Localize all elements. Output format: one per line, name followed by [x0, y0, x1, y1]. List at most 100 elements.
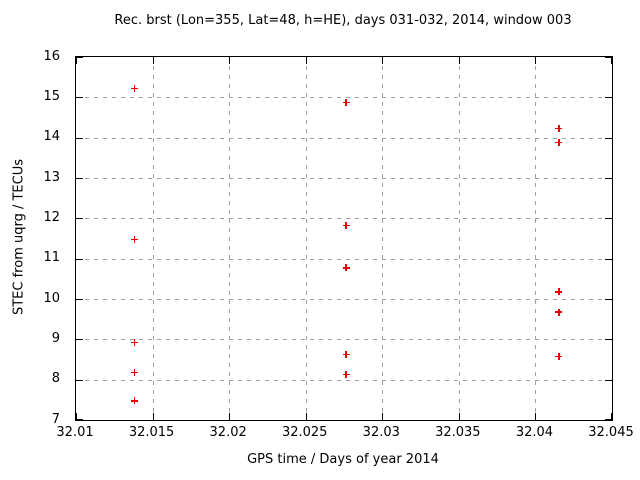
gridline-horizontal — [76, 178, 612, 179]
x-tick-label: 32.025 — [281, 425, 328, 440]
marker-vertical-bar — [345, 264, 347, 272]
x-tick-label: 32.01 — [56, 425, 94, 440]
y-tick-mark — [76, 57, 83, 58]
y-tick-mark — [605, 57, 612, 58]
y-tick-label: 10 — [43, 290, 60, 306]
marker-vertical-bar — [345, 350, 347, 358]
data-point-marker — [342, 264, 350, 272]
data-point-marker — [131, 369, 139, 377]
gridline-horizontal — [76, 339, 612, 341]
x-tick-mark — [382, 57, 384, 64]
x-tick-label: 32.03 — [362, 425, 400, 440]
y-tick-label: 11 — [43, 250, 60, 266]
y-tick-mark — [76, 379, 83, 381]
data-point-marker — [131, 338, 139, 346]
y-tick-mark — [76, 419, 83, 420]
x-tick-mark — [611, 413, 612, 420]
y-tick-mark — [76, 299, 83, 300]
y-tick-label: 15 — [43, 88, 60, 104]
x-axis-label: GPS time / Days of year 2014 — [247, 452, 439, 467]
y-tick-label: 7 — [51, 411, 60, 427]
y-tick-mark — [76, 137, 83, 139]
y-tick-mark — [605, 97, 612, 99]
marker-vertical-bar — [558, 288, 560, 296]
y-tick-mark — [76, 97, 83, 99]
x-tick-mark — [458, 413, 460, 420]
x-tick-label: 32.015 — [128, 425, 175, 440]
y-tick-mark — [76, 258, 83, 260]
chart-title: Rec. brst (Lon=355, Lat=48, h=HE), days … — [114, 13, 572, 28]
x-tick-mark — [611, 57, 612, 64]
gridline-horizontal — [76, 97, 612, 99]
gridline-horizontal — [76, 379, 612, 381]
data-point-marker — [342, 221, 350, 229]
y-tick-mark — [605, 258, 612, 260]
data-point-marker — [342, 371, 350, 379]
x-tick-mark — [305, 57, 307, 64]
y-tick-label: 9 — [51, 330, 60, 346]
gridline-vertical — [382, 57, 384, 420]
x-tick-mark — [535, 413, 537, 420]
y-tick-mark — [605, 299, 612, 300]
data-point-marker — [131, 236, 139, 244]
x-tick-label: 32.035 — [435, 425, 481, 440]
marker-vertical-bar — [345, 371, 347, 379]
x-tick-mark — [458, 57, 460, 64]
y-tick-label: 16 — [43, 48, 60, 64]
x-tick-mark — [229, 57, 231, 64]
marker-vertical-bar — [345, 221, 347, 229]
x-tick-label: 32.04 — [515, 425, 554, 440]
y-tick-label: 13 — [43, 169, 60, 185]
data-point-marker — [342, 98, 350, 106]
data-point-marker — [342, 350, 350, 358]
x-tick-mark — [229, 413, 231, 420]
gridline-vertical — [535, 57, 537, 420]
x-tick-mark — [152, 57, 154, 64]
y-tick-label: 14 — [43, 129, 60, 145]
x-tick-mark — [535, 57, 537, 64]
plot-area — [75, 56, 613, 421]
x-tick-label: 32.045 — [588, 425, 634, 440]
marker-vertical-bar — [133, 84, 136, 92]
y-tick-mark — [76, 178, 83, 179]
x-tick-mark — [76, 57, 77, 64]
x-tick-mark — [305, 413, 307, 420]
marker-vertical-bar — [133, 369, 136, 377]
data-point-marker — [131, 84, 139, 92]
gridline-horizontal — [76, 218, 612, 220]
y-tick-label: 8 — [51, 371, 60, 387]
data-point-marker — [555, 139, 563, 147]
y-tick-mark — [605, 339, 612, 341]
gridline-horizontal — [76, 137, 612, 139]
x-tick-label: 32.02 — [209, 425, 247, 440]
y-tick-mark — [605, 178, 612, 179]
data-point-marker — [131, 397, 139, 405]
marker-vertical-bar — [558, 352, 560, 360]
marker-vertical-bar — [133, 397, 136, 405]
marker-vertical-bar — [133, 236, 136, 244]
marker-vertical-bar — [558, 125, 560, 133]
gridline-vertical — [229, 57, 231, 420]
data-point-marker — [555, 308, 563, 316]
x-tick-mark — [382, 413, 384, 420]
gridline-vertical — [458, 57, 460, 420]
data-point-marker — [555, 125, 563, 133]
gridline-vertical — [152, 57, 154, 420]
x-tick-mark — [76, 413, 77, 420]
data-point-marker — [555, 288, 563, 296]
y-tick-mark — [605, 137, 612, 139]
y-tick-mark — [76, 218, 83, 220]
marker-vertical-bar — [558, 308, 560, 316]
y-tick-mark — [76, 339, 83, 341]
data-point-marker — [555, 352, 563, 360]
y-tick-mark — [605, 218, 612, 220]
gridline-horizontal — [76, 258, 612, 260]
marker-vertical-bar — [558, 139, 560, 147]
marker-vertical-bar — [133, 338, 136, 346]
marker-vertical-bar — [345, 98, 347, 106]
y-tick-mark — [605, 379, 612, 381]
gridline-vertical — [305, 57, 307, 420]
x-tick-mark — [152, 413, 154, 420]
y-tick-mark — [605, 419, 612, 420]
